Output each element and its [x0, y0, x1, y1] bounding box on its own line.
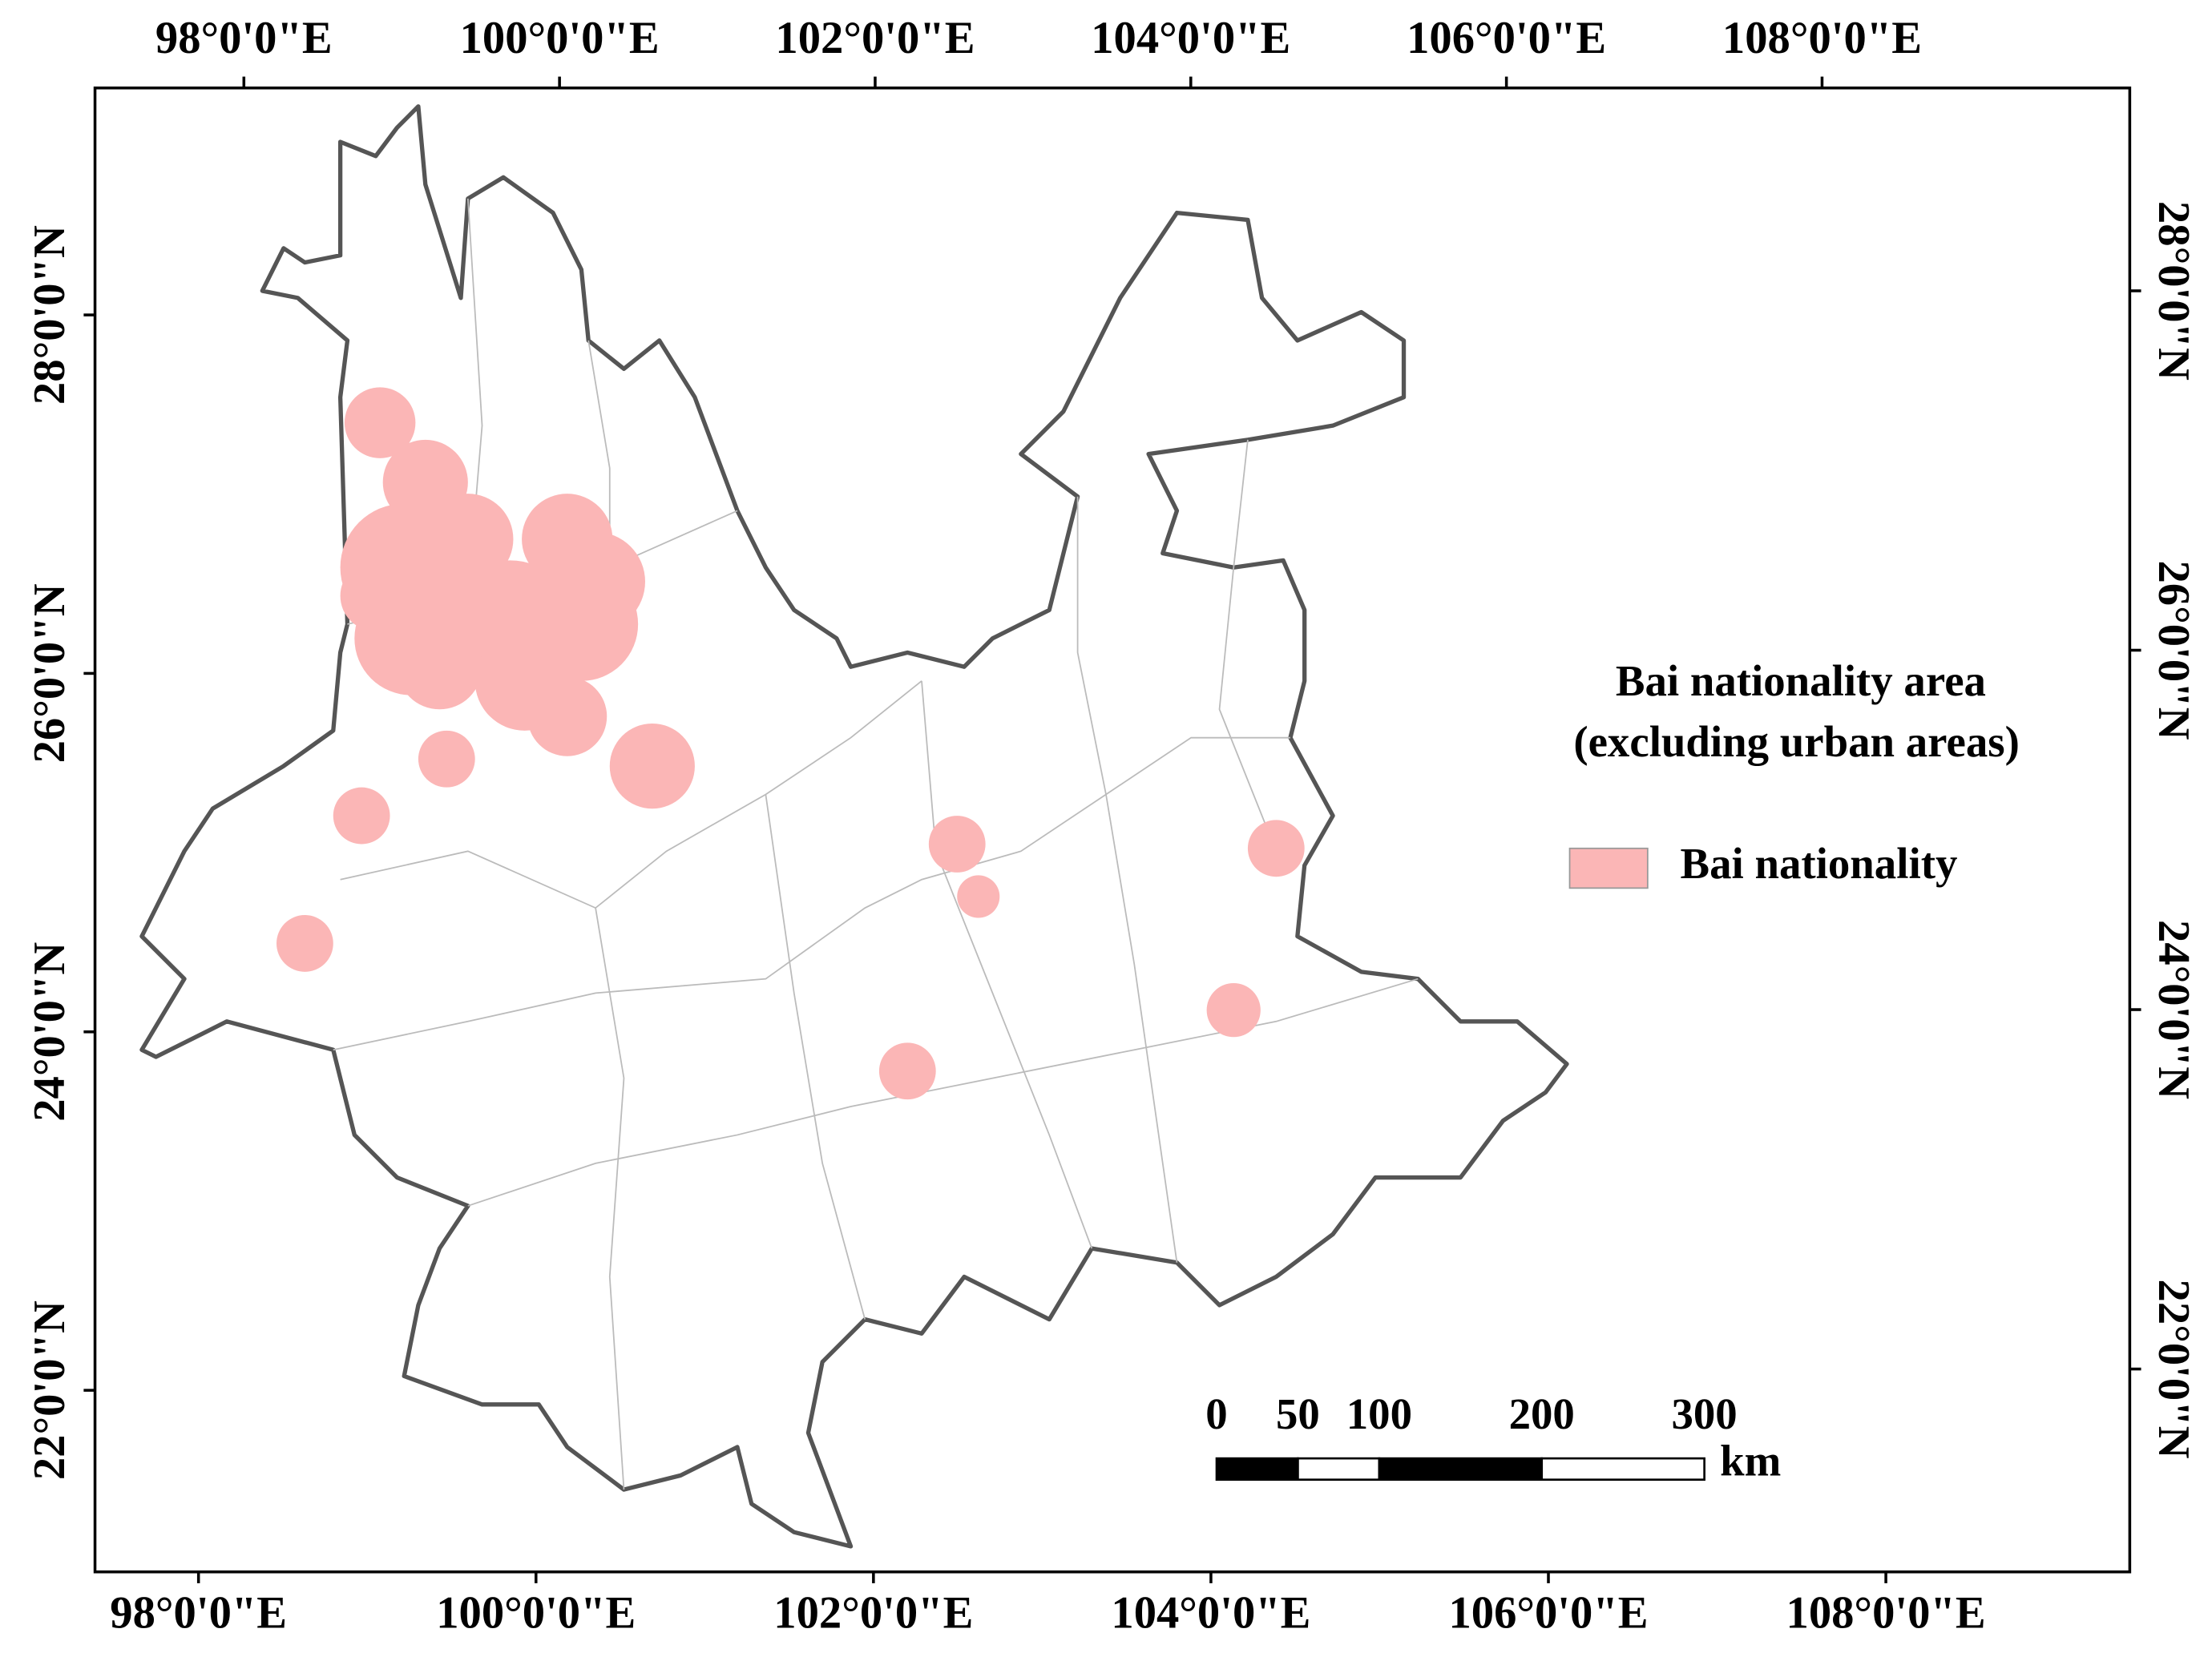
bai-area-patch — [397, 624, 482, 710]
legend: Bai nationality area (excluding urban ar… — [1568, 656, 2020, 889]
legend-swatch — [1568, 847, 1649, 889]
scale-label: 200 — [1509, 1389, 1575, 1438]
scale-segment — [1540, 1457, 1705, 1482]
bai-area — [276, 387, 1305, 1100]
scale-segment — [1378, 1457, 1544, 1482]
bai-area-patch — [1206, 982, 1261, 1038]
bai-area-patch — [609, 723, 695, 809]
bai-area-patch — [276, 915, 333, 972]
scale-label: 50 — [1276, 1389, 1320, 1438]
graticule-label: 104°0'0"E — [1091, 14, 1290, 63]
legend-label: Bai nationality — [1681, 839, 1958, 888]
bai-area-patch — [333, 787, 390, 845]
bai-area-patch — [527, 676, 607, 756]
graticule-label: 28°0'0"N — [25, 225, 75, 405]
bai-area-patch — [344, 387, 416, 458]
bai-area-patch — [418, 730, 475, 788]
bai-area-patch — [422, 494, 514, 585]
scale-label: 300 — [1671, 1389, 1737, 1438]
graticule-label: 102°0'0"E — [775, 14, 975, 63]
bai-area-patch — [957, 875, 1000, 918]
graticule-label: 24°0'0"N — [2149, 920, 2198, 1099]
graticule-label: 108°0'0"E — [1786, 1588, 1986, 1638]
graticule-label: 102°0'0"E — [773, 1588, 973, 1638]
legend-title: (excluding urban areas) — [1573, 717, 2020, 766]
graticule-label: 98°0'0"E — [110, 1588, 287, 1638]
province-outline — [139, 104, 1569, 1549]
scale-segment — [1297, 1457, 1381, 1482]
legend-title: Bai nationality area — [1616, 656, 1986, 705]
graticule-label: 24°0'0"N — [25, 942, 75, 1122]
scale-unit: km — [1720, 1437, 1781, 1486]
graticule-label: 106°0'0"E — [1448, 1588, 1648, 1638]
bai-area-patch — [928, 816, 986, 873]
graticule-label: 22°0'0"N — [25, 1300, 75, 1480]
graticule-label: 98°0'0"E — [155, 14, 333, 63]
graticule-label: 100°0'0"E — [436, 1588, 636, 1638]
graticule-label: 106°0'0"E — [1407, 14, 1606, 63]
bai-area-patch — [878, 1042, 936, 1100]
graticule-label: 26°0'0"N — [25, 583, 75, 763]
graticule-label: 108°0'0"E — [1722, 14, 1922, 63]
scale-label: 100 — [1346, 1389, 1412, 1438]
graticule-label: 22°0'0"N — [2149, 1280, 2198, 1459]
scale-segment — [1215, 1457, 1299, 1482]
graticule-label: 100°0'0"E — [460, 14, 660, 63]
graticule-label: 26°0'0"N — [2149, 560, 2198, 740]
bai-area-patch — [546, 531, 645, 631]
bai-area-patch — [340, 560, 412, 631]
scale-label: 0 — [1205, 1389, 1227, 1438]
bai-area-patch — [1247, 820, 1305, 877]
graticule-label: 104°0'0"E — [1111, 1588, 1310, 1638]
graticule-label: 28°0'0"N — [2149, 201, 2198, 381]
